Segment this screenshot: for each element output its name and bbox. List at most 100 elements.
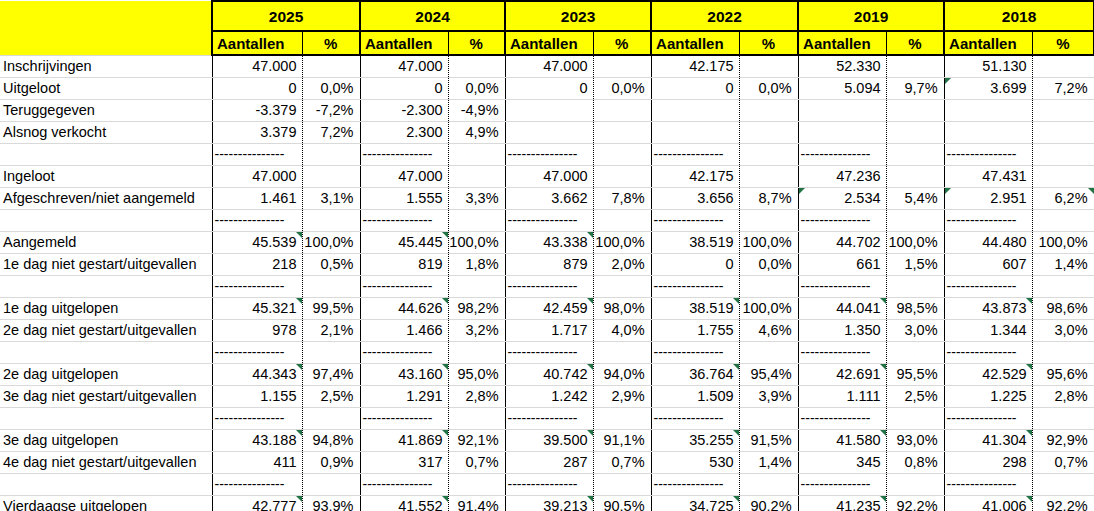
subheader-pct-2023[interactable]: % [593, 31, 651, 55]
cell-aantallen[interactable] [944, 100, 1032, 122]
cell-pct[interactable]: 92,9% [1032, 430, 1094, 452]
cell-aantallen[interactable]: 530 [651, 452, 739, 474]
year-header-2018[interactable]: 2018 [944, 1, 1094, 31]
cell-pct[interactable]: 100,0% [739, 298, 798, 320]
row-label[interactable]: Aangemeld [0, 232, 212, 254]
cell-pct[interactable]: 0,7% [593, 452, 651, 474]
cell-pct[interactable] [739, 166, 798, 188]
year-header-2022[interactable]: 2022 [651, 1, 798, 31]
cell-pct[interactable]: 95,4% [739, 364, 798, 386]
cell-pct[interactable] [593, 100, 651, 122]
cell-pct[interactable] [302, 166, 360, 188]
cell-pct[interactable]: 98,5% [886, 298, 944, 320]
cell-pct[interactable]: 100,0% [886, 232, 944, 254]
cell-aantallen[interactable]: 0 [505, 78, 593, 100]
cell-aantallen[interactable]: 2.951 [944, 188, 1032, 210]
subheader-aantallen-2023[interactable]: Aantallen [505, 31, 593, 55]
cell-aantallen[interactable]: 5.094 [798, 78, 886, 100]
cell-pct[interactable] [1032, 100, 1094, 122]
cell-aantallen[interactable]: 42.691 [798, 364, 886, 386]
cell-aantallen[interactable]: 44.041 [798, 298, 886, 320]
year-header-2024[interactable]: 2024 [360, 1, 505, 31]
cell-pct[interactable]: 0,7% [1032, 452, 1094, 474]
separator-dashes[interactable]: --------------- [651, 342, 739, 364]
cell-pct-empty[interactable] [1032, 408, 1094, 430]
cell-pct[interactable]: 98,0% [593, 298, 651, 320]
cell-pct[interactable]: 99,5% [302, 298, 360, 320]
cell-aantallen[interactable]: -3.379 [212, 100, 302, 122]
cell-pct-empty[interactable] [448, 210, 505, 232]
cell-pct[interactable]: 4,0% [593, 320, 651, 342]
cell-aantallen[interactable] [944, 122, 1032, 144]
cell-aantallen[interactable] [651, 100, 739, 122]
cell-aantallen[interactable]: 44.343 [212, 364, 302, 386]
cell-pct-empty[interactable] [739, 474, 798, 496]
row-label[interactable] [0, 474, 212, 496]
cell-pct[interactable]: 3,1% [302, 188, 360, 210]
cell-aantallen[interactable]: 978 [212, 320, 302, 342]
subheader-aantallen-2024[interactable]: Aantallen [360, 31, 448, 55]
cell-aantallen[interactable]: 43.188 [212, 430, 302, 452]
cell-aantallen[interactable]: 41.869 [360, 430, 448, 452]
cell-aantallen[interactable]: 3.699 [944, 78, 1032, 100]
cell-pct-empty[interactable] [739, 408, 798, 430]
separator-dashes[interactable]: --------------- [651, 276, 739, 298]
subheader-pct-2022[interactable]: % [739, 31, 798, 55]
cell-pct[interactable]: 7,8% [593, 188, 651, 210]
cell-pct-empty[interactable] [593, 144, 651, 166]
cell-pct-empty[interactable] [1032, 342, 1094, 364]
cell-aantallen[interactable]: 51.130 [944, 55, 1032, 78]
cell-pct-empty[interactable] [448, 144, 505, 166]
cell-aantallen[interactable]: 3.662 [505, 188, 593, 210]
cell-aantallen[interactable]: 661 [798, 254, 886, 276]
cell-pct-empty[interactable] [593, 276, 651, 298]
cell-pct[interactable]: 7,2% [1032, 78, 1094, 100]
separator-dashes[interactable]: --------------- [651, 474, 739, 496]
cell-aantallen[interactable]: 47.000 [212, 55, 302, 78]
cell-aantallen[interactable] [651, 122, 739, 144]
subheader-pct-2024[interactable]: % [448, 31, 505, 55]
cell-pct[interactable]: 7,2% [302, 122, 360, 144]
cell-pct[interactable]: 97,4% [302, 364, 360, 386]
cell-pct[interactable]: 0,0% [593, 78, 651, 100]
cell-aantallen[interactable]: -2.300 [360, 100, 448, 122]
cell-pct[interactable] [739, 100, 798, 122]
row-label[interactable]: Afgeschreven/niet aangemeld [0, 188, 212, 210]
cell-aantallen[interactable]: 43.873 [944, 298, 1032, 320]
cell-pct[interactable]: 98,6% [1032, 298, 1094, 320]
cell-aantallen[interactable]: 45.445 [360, 232, 448, 254]
cell-pct[interactable]: 0,5% [302, 254, 360, 276]
year-header-2023[interactable]: 2023 [505, 1, 651, 31]
cell-pct-empty[interactable] [302, 276, 360, 298]
cell-pct[interactable]: 1,4% [1032, 254, 1094, 276]
cell-pct[interactable]: 1,8% [448, 254, 505, 276]
separator-dashes[interactable]: --------------- [212, 342, 302, 364]
cell-aantallen[interactable]: 47.236 [798, 166, 886, 188]
row-label[interactable]: Alsnog verkocht [0, 122, 212, 144]
cell-aantallen[interactable]: 2.300 [360, 122, 448, 144]
separator-dashes[interactable]: --------------- [505, 342, 593, 364]
row-label[interactable]: Vierdaagse uitgelopen [0, 496, 212, 511]
cell-pct[interactable]: 92,2% [886, 496, 944, 511]
cell-aantallen[interactable]: 47.431 [944, 166, 1032, 188]
cell-aantallen[interactable]: 47.000 [212, 166, 302, 188]
cell-pct[interactable] [739, 122, 798, 144]
cell-aantallen[interactable]: 41.580 [798, 430, 886, 452]
cell-pct[interactable]: 2,1% [302, 320, 360, 342]
cell-pct[interactable]: 0,0% [739, 78, 798, 100]
cell-aantallen[interactable]: 38.519 [651, 298, 739, 320]
separator-dashes[interactable]: --------------- [360, 474, 448, 496]
subheader-pct-2025[interactable]: % [302, 31, 360, 55]
row-label[interactable] [0, 276, 212, 298]
cell-aantallen[interactable]: 218 [212, 254, 302, 276]
separator-dashes[interactable]: --------------- [798, 342, 886, 364]
cell-aantallen[interactable]: 345 [798, 452, 886, 474]
cell-aantallen[interactable]: 43.160 [360, 364, 448, 386]
cell-aantallen[interactable]: 41.235 [798, 496, 886, 511]
cell-pct[interactable]: 2,0% [593, 254, 651, 276]
row-label[interactable]: Uitgeloot [0, 78, 212, 100]
cell-pct[interactable] [1032, 166, 1094, 188]
cell-pct[interactable]: 4,9% [448, 122, 505, 144]
cell-pct-empty[interactable] [739, 342, 798, 364]
subheader-aantallen-2022[interactable]: Aantallen [651, 31, 739, 55]
